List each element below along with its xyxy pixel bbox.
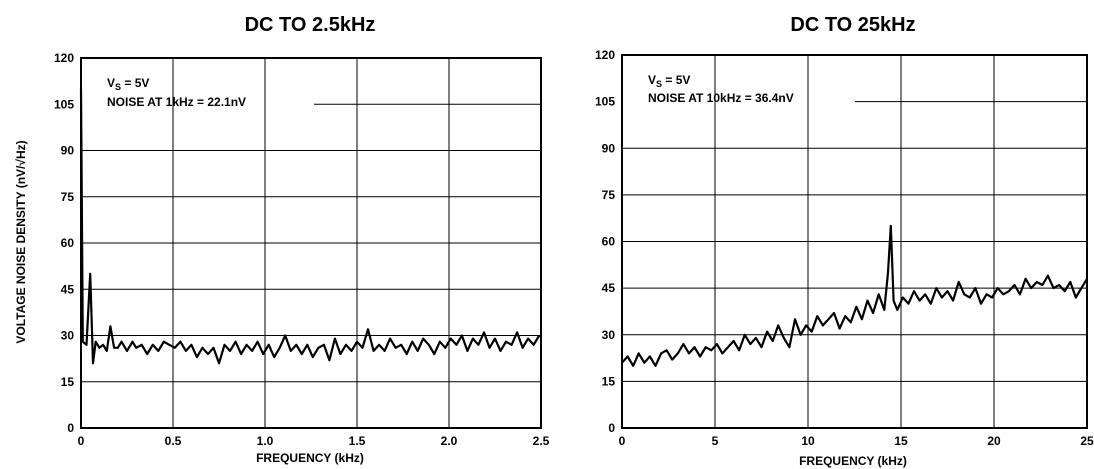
x-tick-label: 10	[801, 434, 815, 448]
x-tick-label: 0	[619, 434, 626, 448]
noise-annotation: NOISE AT 10kHz = 36.4nV	[648, 91, 794, 105]
x-tick-label: 0.5	[165, 434, 182, 448]
y-tick-label: 15	[61, 375, 75, 389]
condition-sub: S	[115, 82, 121, 92]
y-tick-label: 105	[54, 97, 74, 111]
y-tick-label: 75	[61, 190, 75, 204]
y-tick-label: 90	[602, 141, 616, 155]
plot-area: 0 0.5 1.0 1.5 2.0 2.5 0 15 30 45 60 75 90 105 120	[54, 51, 550, 448]
y-tick-label: 0	[608, 421, 615, 435]
plot-frame	[80, 57, 542, 429]
plot-frame	[621, 54, 1088, 429]
x-axis-label: FREQUENCY (kHz)	[799, 454, 907, 468]
x-tick-label: 5	[712, 434, 719, 448]
x-axis-label: FREQUENCY (kHz)	[256, 451, 364, 465]
svg-text:VS = 5V: VS = 5V	[107, 76, 149, 92]
y-tick-label: 90	[61, 144, 75, 158]
plot-area: 0 5 10 15 20 25 0 15 30 45 60 75 90 105 120	[595, 48, 1094, 448]
y-tick-label: 60	[61, 236, 75, 250]
svg-text:VS = 5V: VS = 5V	[648, 73, 690, 89]
x-tick-label: 2.5	[533, 434, 550, 448]
y-tick-label: 30	[602, 328, 616, 342]
y-tick-label: 15	[602, 374, 616, 388]
x-tick-label: 20	[987, 434, 1001, 448]
chart-title: DC TO 2.5kHz	[245, 14, 376, 36]
noise-density-line	[621, 224, 1088, 367]
chart-panel-right: DC TO 25kHz 0 5 10 15 20 25 0 15 30 45 60 75 90 105 12…	[595, 14, 1094, 468]
condition-rest: = 5V	[662, 73, 690, 87]
condition-main: V	[648, 73, 656, 87]
condition-rest: = 5V	[121, 76, 149, 90]
x-tick-label: 1.0	[257, 434, 274, 448]
x-tick-label: 15	[894, 434, 908, 448]
condition-main: V	[107, 76, 115, 90]
x-tick-label: 2.0	[441, 434, 458, 448]
y-tick-label: 45	[602, 281, 616, 295]
condition-annotation: VS = 5V NOISE AT 10kHz = 36.4nV	[648, 73, 794, 105]
y-tick-label: 105	[595, 95, 615, 109]
chart-panel-left: DC TO 2.5kHz 0 0.5 1.0 1.5 2.0 2.5 0 15 30 45 60 75…	[54, 14, 550, 465]
noise-density-line	[79, 88, 541, 365]
noise-annotation: NOISE AT 1kHz = 22.1nV	[107, 95, 246, 109]
y-tick-label: 0	[67, 421, 74, 435]
y-tick-label: 30	[61, 329, 75, 343]
y-tick-label: 45	[61, 282, 75, 296]
y-tick-label: 60	[602, 235, 616, 249]
x-tick-label: 1.5	[349, 434, 366, 448]
x-tick-label: 0	[78, 434, 85, 448]
y-tick-label: 120	[54, 51, 74, 65]
condition-annotation: VS = 5V NOISE AT 1kHz = 22.1nV	[107, 76, 246, 109]
chart-title: DC TO 25kHz	[790, 14, 915, 36]
y-axis-label: VOLTAGE NOISE DENSITY (nV/√Hz)	[14, 140, 28, 343]
condition-sub: S	[656, 79, 662, 89]
y-tick-label: 120	[595, 48, 615, 62]
x-tick-label: 25	[1080, 434, 1094, 448]
y-tick-label: 75	[602, 188, 616, 202]
